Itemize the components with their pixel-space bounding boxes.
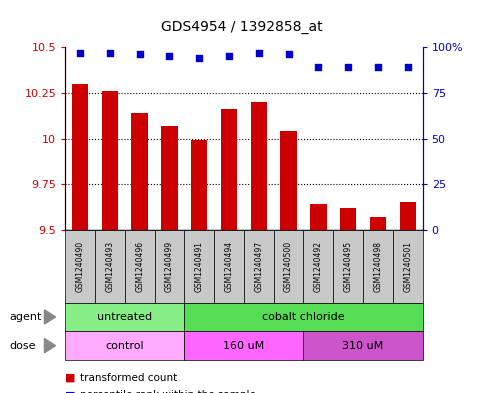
- Text: GSM1240490: GSM1240490: [76, 241, 85, 292]
- Text: GDS4954 / 1392858_at: GDS4954 / 1392858_at: [161, 20, 322, 34]
- Text: GSM1240501: GSM1240501: [403, 241, 412, 292]
- Bar: [251, 102, 267, 230]
- Text: percentile rank within the sample: percentile rank within the sample: [80, 390, 256, 393]
- Text: cobalt chloride: cobalt chloride: [262, 312, 345, 322]
- Text: 310 uM: 310 uM: [342, 341, 384, 351]
- Point: [314, 64, 322, 70]
- Text: agent: agent: [10, 312, 42, 322]
- Text: GSM1240496: GSM1240496: [135, 241, 144, 292]
- Text: ■: ■: [65, 390, 76, 393]
- Bar: [191, 140, 207, 230]
- Point: [225, 53, 233, 59]
- Bar: [370, 217, 386, 230]
- Point: [196, 55, 203, 61]
- Bar: [221, 109, 237, 230]
- Text: GSM1240500: GSM1240500: [284, 241, 293, 292]
- Bar: [72, 84, 88, 230]
- Text: GSM1240497: GSM1240497: [255, 241, 263, 292]
- Text: GSM1240494: GSM1240494: [225, 241, 233, 292]
- Bar: [399, 202, 416, 230]
- Point: [404, 64, 412, 70]
- Point: [136, 51, 143, 58]
- Text: GSM1240493: GSM1240493: [105, 241, 114, 292]
- Text: 160 uM: 160 uM: [223, 341, 265, 351]
- Bar: [310, 204, 327, 230]
- Text: GSM1240492: GSM1240492: [314, 241, 323, 292]
- Point: [255, 50, 263, 56]
- Text: dose: dose: [10, 341, 36, 351]
- Point: [76, 50, 84, 56]
- Text: GSM1240491: GSM1240491: [195, 241, 204, 292]
- Bar: [131, 113, 148, 230]
- Point: [374, 64, 382, 70]
- Text: GSM1240498: GSM1240498: [373, 241, 383, 292]
- Bar: [102, 91, 118, 230]
- Point: [285, 51, 293, 58]
- Bar: [281, 131, 297, 230]
- Bar: [161, 126, 178, 230]
- Point: [106, 50, 114, 56]
- Text: GSM1240499: GSM1240499: [165, 241, 174, 292]
- Text: GSM1240495: GSM1240495: [344, 241, 353, 292]
- Bar: [340, 208, 356, 230]
- Text: control: control: [105, 341, 144, 351]
- Text: transformed count: transformed count: [80, 373, 177, 383]
- Point: [166, 53, 173, 59]
- Point: [344, 64, 352, 70]
- Text: untreated: untreated: [97, 312, 152, 322]
- Text: ■: ■: [65, 373, 76, 383]
